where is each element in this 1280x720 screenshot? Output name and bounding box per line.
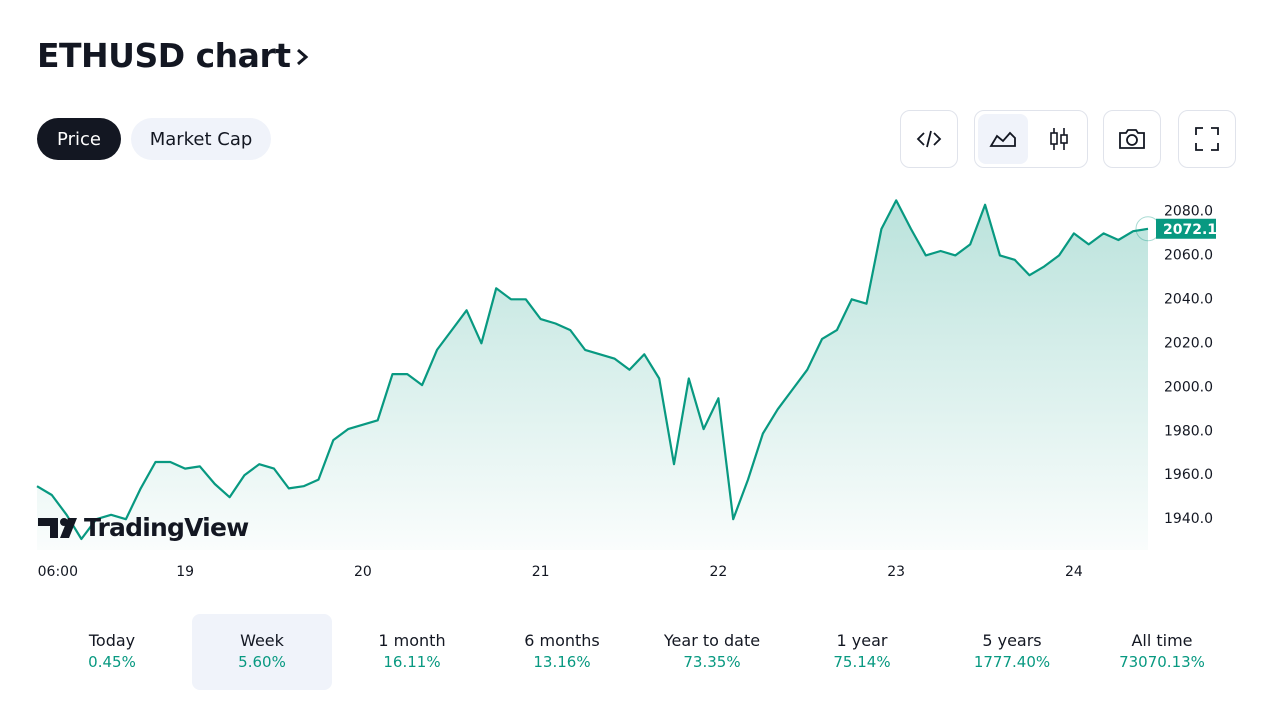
tab[interactable]: Price [37, 118, 121, 160]
y-tick-label: 2000.0 [1164, 379, 1213, 395]
snapshot-button[interactable] [1103, 110, 1161, 168]
period-change: 13.16% [533, 653, 591, 671]
x-tick-label: 22 [709, 564, 727, 580]
last-value-label: 2072.1 [1163, 222, 1217, 238]
period-change: 75.14% [833, 653, 891, 671]
chart-style-group [974, 110, 1088, 168]
period-button[interactable]: 6 months 13.16% [492, 614, 632, 690]
tab[interactable]: Market Cap [131, 118, 271, 160]
icon [989, 131, 1016, 147]
icon [916, 130, 942, 148]
candle-style-button[interactable] [1034, 114, 1084, 164]
title[interactable]: ETHUSD chart [37, 36, 311, 75]
period-button[interactable]: All time 73070.13% [1092, 614, 1232, 690]
y-tick-label: 2040.0 [1164, 291, 1213, 307]
period-change: 1777.40% [973, 653, 1051, 671]
y-tick-label: 2080.0 [1164, 203, 1213, 219]
y-tick-label: 1960.0 [1164, 467, 1213, 483]
period-label: All time [1131, 631, 1193, 650]
last-value-box [1156, 218, 1216, 239]
x-tick-label: 23 [887, 564, 905, 580]
price-line [36, 199, 1149, 541]
period-button[interactable]: Year to date 73.35% [642, 614, 782, 690]
period-button[interactable]: Today 0.45% [42, 614, 182, 690]
title-text[interactable]: ETHUSD chart [37, 36, 291, 75]
period-change: 73.35% [683, 653, 741, 671]
period-label: 1 month [378, 631, 446, 650]
area-style-button[interactable] [978, 114, 1028, 164]
period-button[interactable]: 5 years 1777.40% [942, 614, 1082, 690]
period-change: 5.60% [238, 653, 286, 671]
fullscreen-button[interactable] [1178, 110, 1236, 168]
period-button[interactable]: 1 year 75.14% [792, 614, 932, 690]
period-label: Year to date [663, 631, 761, 650]
period-change: 0.45% [88, 653, 136, 671]
icon [1195, 127, 1219, 151]
period-change: 73070.13% [1119, 653, 1205, 671]
chevron [296, 48, 308, 66]
x-tick-label: 21 [532, 564, 550, 580]
area-fill [37, 200, 1148, 550]
period-label: Today [88, 631, 136, 650]
period-label: 6 months [524, 631, 600, 650]
chart: 1940.0 1960.0 1980.0 2000.0 2020.0 2040.0 2060… [36, 199, 1217, 580]
x-tick-label: 06:00 [38, 564, 78, 580]
watermark-text: TradingView [84, 513, 249, 542]
period-label: 1 year [836, 631, 888, 650]
y-tick-label: 2060.0 [1164, 247, 1213, 263]
period-button[interactable]: 1 month 16.11% [342, 614, 482, 690]
embed-button[interactable] [900, 110, 958, 168]
y-tick-label: 1980.0 [1164, 423, 1213, 439]
period-button[interactable]: Week 5.60% [192, 614, 332, 690]
period-label: 5 years [982, 631, 1042, 650]
logo-dot [60, 518, 68, 526]
x-tick-label: 19 [176, 564, 194, 580]
period-change: 16.11% [383, 653, 441, 671]
x-tick-label: 20 [354, 564, 372, 580]
y-tick-label: 1940.0 [1164, 511, 1213, 527]
icon [1050, 128, 1068, 150]
period-label: Week [240, 631, 284, 650]
y-tick-label: 2020.0 [1164, 335, 1213, 351]
icon [1119, 129, 1145, 149]
x-tick-label: 24 [1065, 564, 1083, 580]
